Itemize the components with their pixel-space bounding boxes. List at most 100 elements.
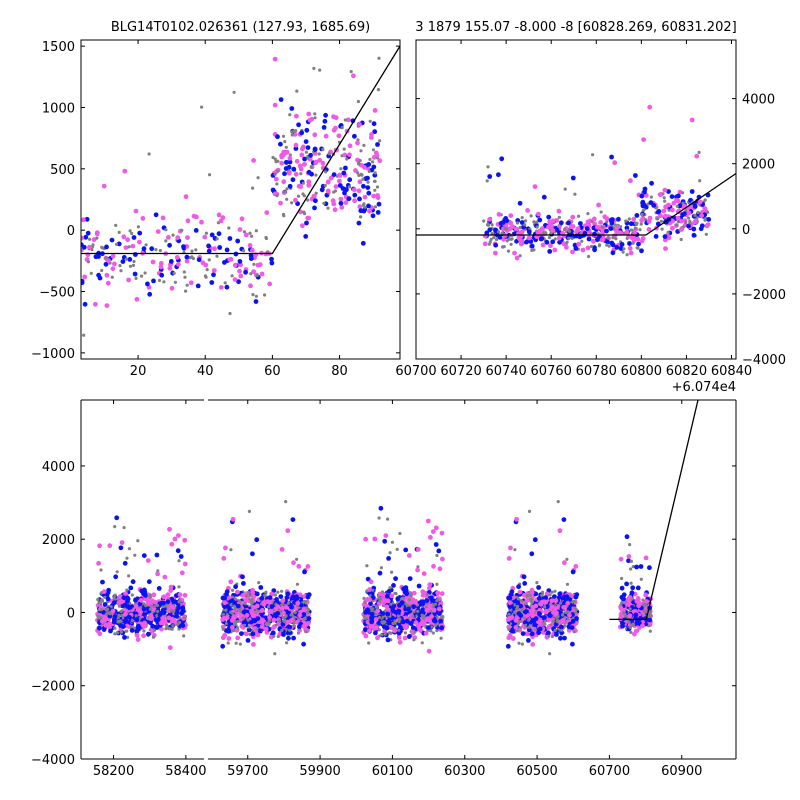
data-point-gray (100, 268, 104, 273)
data-point-magenta (81, 217, 86, 223)
data-point-gray (416, 565, 420, 569)
data-point-blue (112, 600, 117, 606)
data-point-magenta (333, 125, 338, 131)
data-point-blue (647, 617, 653, 623)
data-point-gray (570, 236, 574, 240)
data-point-gray (154, 248, 158, 252)
data-point-gray (556, 615, 560, 619)
y-tick-label: −4000 (31, 753, 75, 768)
data-point-blue (305, 594, 311, 600)
data-point-blue (541, 194, 547, 200)
data-point-gray (368, 119, 372, 123)
data-point-blue (365, 607, 370, 613)
data-point-gray (276, 169, 280, 173)
data-point-blue (105, 596, 111, 602)
data-point-magenta (517, 589, 523, 595)
data-point-blue (278, 594, 284, 599)
data-point-blue (634, 564, 639, 570)
data-point-blue (487, 227, 493, 233)
data-point-blue (269, 604, 275, 609)
y-tick-label: 500 (50, 163, 75, 178)
data-point-gray (167, 627, 171, 631)
data-point-gray (264, 235, 268, 240)
data-point-gray (282, 190, 286, 194)
data-point-magenta (627, 246, 633, 251)
data-point-magenta (549, 604, 555, 609)
data-point-blue (514, 238, 519, 244)
data-point-gray (663, 199, 667, 203)
data-point-gray (504, 227, 509, 231)
data-point-blue (302, 569, 307, 575)
data-point-magenta (124, 623, 130, 629)
data-point-blue (176, 605, 182, 611)
data-point-magenta (562, 560, 567, 566)
data-point-gray (246, 618, 250, 622)
data-point-magenta (345, 117, 351, 123)
data-point-magenta (202, 234, 208, 240)
data-point-blue (149, 246, 155, 252)
data-point-blue (129, 628, 135, 633)
data-point-magenta (635, 236, 641, 242)
data-point-blue (224, 591, 229, 597)
data-point-blue (241, 620, 247, 625)
data-point-gray (113, 626, 117, 630)
data-point-gray (517, 641, 521, 645)
data-point-gray (611, 236, 615, 240)
data-point-blue (133, 597, 138, 603)
data-point-magenta (285, 528, 291, 534)
data-point-blue (536, 611, 542, 616)
data-point-gray (532, 248, 536, 252)
data-point-gray (122, 526, 126, 530)
data-point-gray (397, 619, 401, 624)
data-point-blue (304, 127, 310, 133)
data-point-magenta (643, 592, 649, 598)
data-point-magenta (627, 613, 633, 619)
data-point-blue (547, 249, 553, 254)
data-point-magenta (536, 211, 541, 217)
data-point-magenta (105, 280, 111, 286)
data-point-magenta (250, 613, 256, 619)
data-point-gray (273, 593, 277, 597)
data-point-magenta (628, 250, 634, 256)
data-point-blue (220, 643, 226, 649)
data-point-blue (103, 261, 109, 267)
x-tick-label: 59900 (299, 764, 340, 779)
data-point-magenta (508, 220, 514, 226)
data-point-blue (692, 204, 698, 209)
data-point-gray (501, 245, 505, 249)
data-point-gray (172, 609, 176, 614)
y-tick-label: −500 (39, 286, 75, 301)
data-point-gray (535, 220, 539, 224)
data-point-magenta (439, 591, 445, 596)
data-point-magenta (618, 556, 624, 562)
data-point-gray (306, 198, 310, 202)
data-point-blue (258, 585, 264, 590)
data-point-magenta (123, 245, 129, 251)
data-point-blue (291, 635, 296, 641)
data-point-magenta (604, 216, 610, 222)
data-point-gray (523, 223, 527, 227)
data-point-gray (152, 605, 156, 609)
data-point-gray (285, 641, 289, 645)
data-point-blue (133, 252, 138, 257)
data-point-magenta (686, 210, 692, 216)
data-point-blue (436, 548, 442, 554)
data-point-blue (145, 281, 150, 287)
data-point-magenta (183, 194, 189, 200)
data-point-magenta (103, 622, 109, 628)
data-point-magenta (146, 600, 152, 606)
data-point-gray (273, 172, 277, 176)
data-point-gray (182, 634, 186, 638)
x-tick-label: 20 (130, 364, 147, 379)
data-point-gray (228, 311, 232, 316)
data-point-blue (522, 581, 528, 586)
data-point-magenta (682, 203, 687, 209)
data-point-magenta (244, 612, 250, 618)
data-point-magenta (134, 296, 140, 302)
data-point-gray (622, 611, 626, 615)
data-point-gray (435, 553, 439, 558)
data-point-blue (250, 551, 255, 557)
data-point-gray (299, 172, 303, 176)
data-point-magenta (168, 584, 174, 590)
data-point-blue (104, 244, 109, 250)
